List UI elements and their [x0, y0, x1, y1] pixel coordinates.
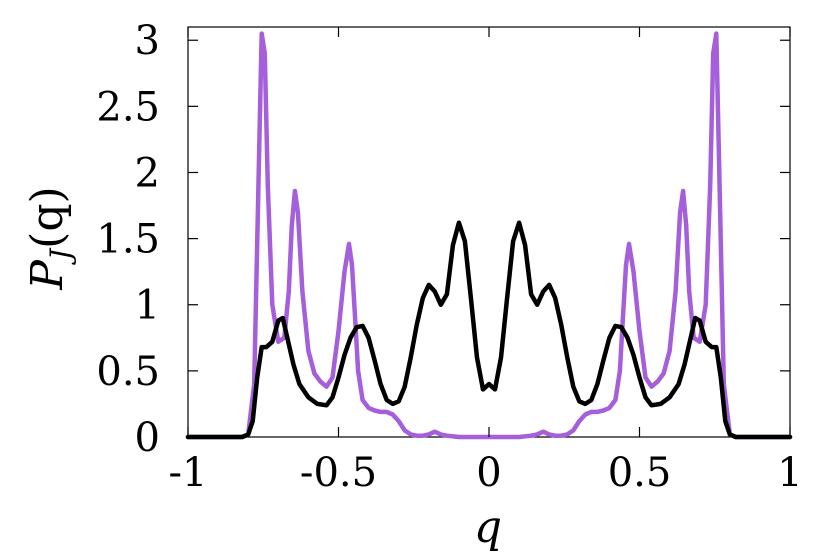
series-line-1 [185, 31, 793, 440]
y-tick-labels: 0 0.5 1 1.5 2 2.5 3 [96, 18, 160, 461]
x-tick-label: -0.5 [300, 450, 377, 496]
y-axis-label: PJ(q) [22, 186, 77, 290]
x-tick-label: 0 [476, 450, 501, 496]
tick-marks [187, 27, 791, 438]
y-axis-label-sub: J [44, 247, 77, 265]
series-line-2 [185, 220, 793, 440]
series-lines [185, 31, 793, 440]
y-tick-label: 0 [135, 415, 160, 461]
y-axis-label-paren: (q) [22, 186, 73, 249]
x-tick-label: -1 [169, 450, 208, 496]
y-tick-label: 3 [135, 18, 160, 64]
x-tick-label: 0.5 [608, 450, 672, 496]
y-tick-label: 2.5 [96, 84, 160, 130]
y-tick-label: 0.5 [96, 349, 160, 395]
x-tick-label: 1 [777, 450, 802, 496]
y-tick-label: 2 [135, 150, 160, 196]
plot-border [187, 26, 791, 438]
y-tick-label: 1.5 [96, 217, 160, 263]
x-tick-labels: -1 -0.5 0 0.5 1 [169, 450, 803, 496]
y-tick-label: 1 [135, 283, 160, 329]
x-axis-label: q [474, 502, 502, 553]
y-axis-label-main: P [22, 259, 73, 291]
plot-frame [187, 26, 791, 438]
